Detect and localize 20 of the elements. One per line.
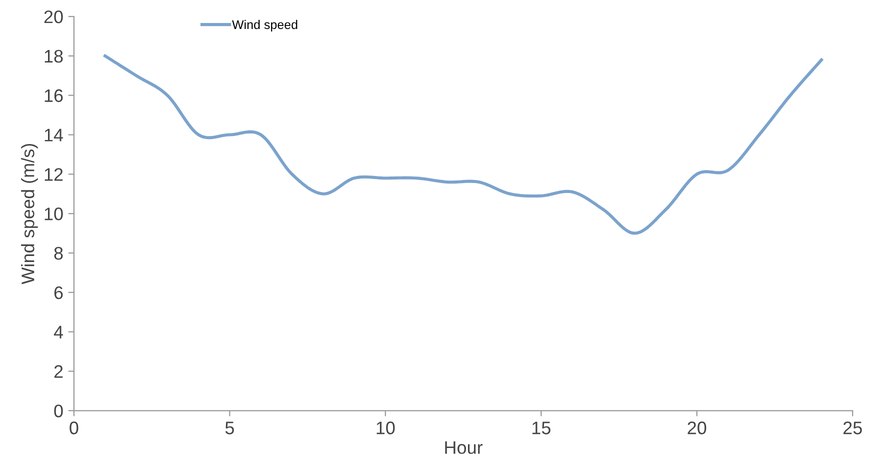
y-tick-label: 18: [44, 50, 63, 63]
y-axis-title: Wind speed (m/s): [21, 144, 38, 284]
y-tick-label: 8: [54, 246, 63, 260]
x-tick-label: 0: [70, 422, 78, 434]
x-axis-title: Hour: [445, 441, 483, 454]
y-tick-label: 2: [54, 365, 63, 378]
x-tick-label: 10: [376, 422, 395, 434]
y-tick-label: 16: [44, 89, 63, 102]
y-tick-label: 6: [54, 286, 63, 300]
y-tick-label: 4: [54, 326, 64, 338]
y-tick-label: 12: [44, 168, 63, 181]
legend-label: Wind speed: [232, 20, 298, 32]
x-tick-label: 25: [843, 422, 862, 434]
x-tick-label: 15: [532, 422, 550, 434]
y-tick-label: 14: [44, 128, 64, 142]
x-tick-label: 20: [688, 422, 706, 434]
y-tick-label: 20: [44, 10, 63, 24]
y-tick-label: 10: [44, 208, 63, 220]
y-tick-label: 0: [54, 404, 63, 418]
x-tick-label: 5: [225, 422, 234, 434]
